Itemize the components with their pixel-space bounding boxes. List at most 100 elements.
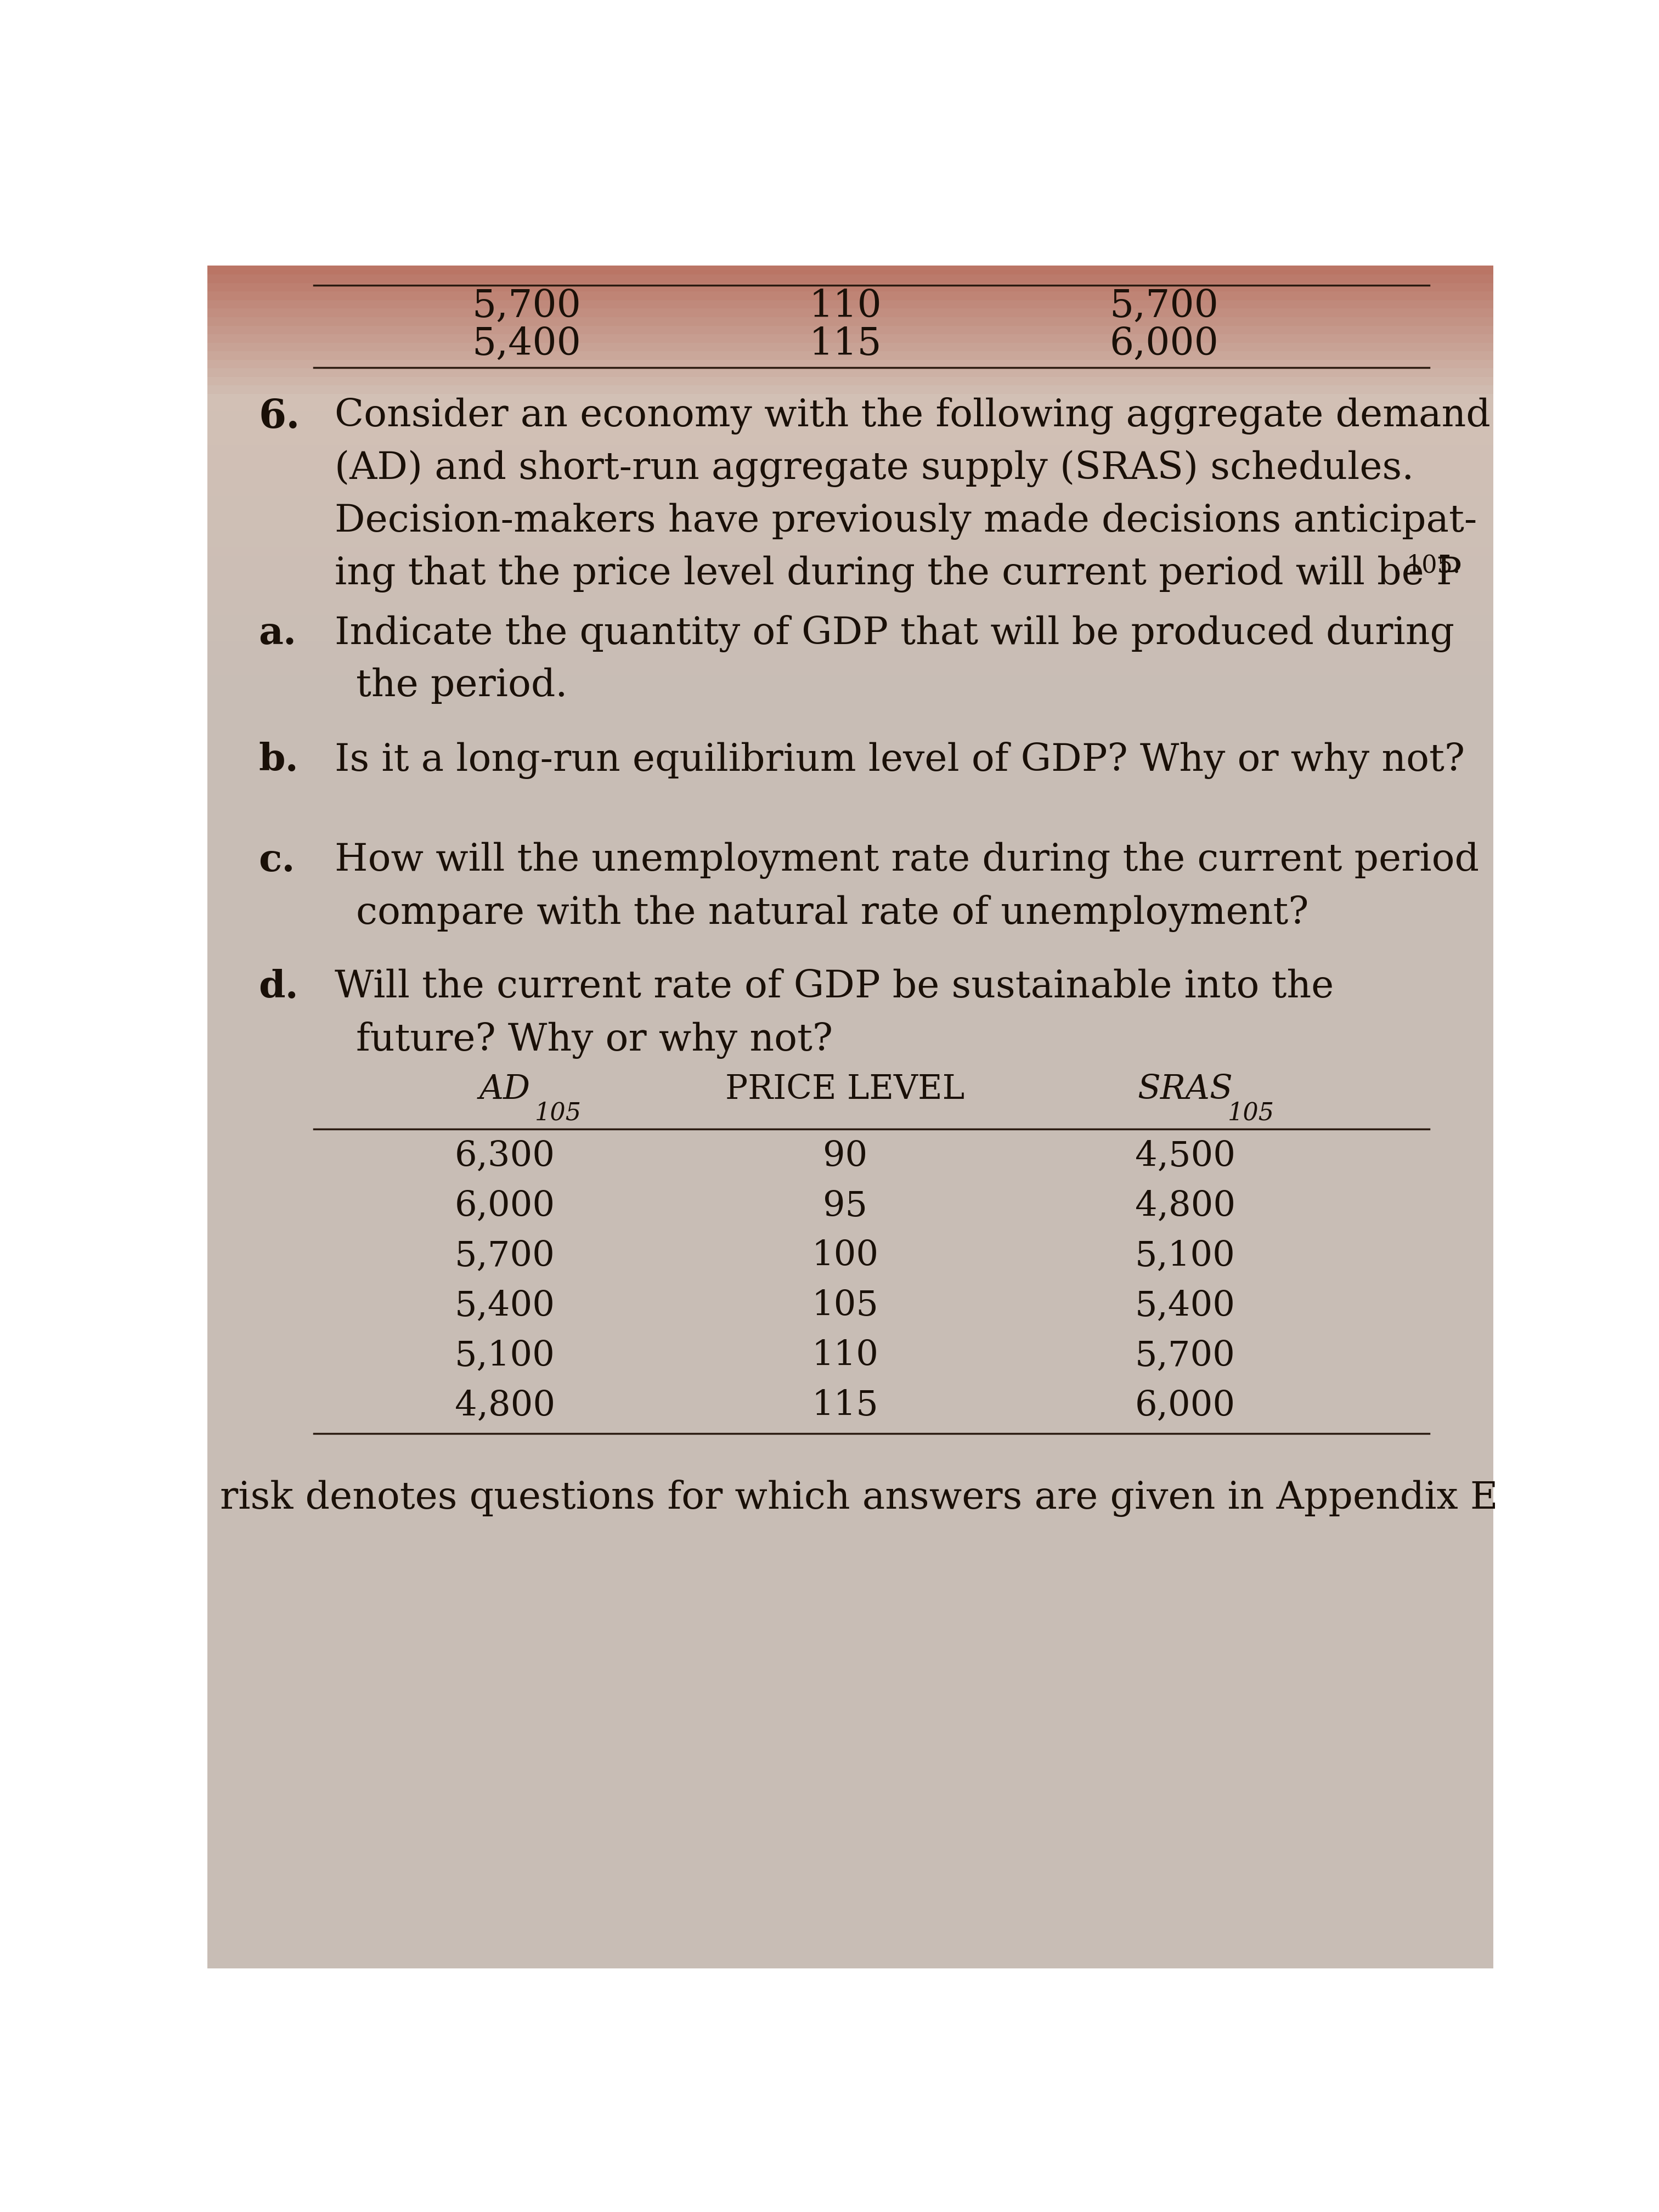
Bar <box>207 1192 1493 1203</box>
Bar <box>207 706 1493 717</box>
Bar <box>207 936 1493 947</box>
Text: risk denotes questions for which answers are given in Appendix E: risk denotes questions for which answers… <box>221 1480 1498 1517</box>
Text: 5,700: 5,700 <box>471 288 581 325</box>
Text: 6,000: 6,000 <box>1135 1389 1236 1422</box>
Bar <box>207 1533 1493 1544</box>
Bar <box>207 1387 1493 1398</box>
Text: Will the current rate of GDP be sustainable into the: Will the current rate of GDP be sustaina… <box>335 969 1334 1004</box>
Bar <box>207 783 1493 794</box>
Bar <box>207 630 1493 639</box>
Bar <box>207 1856 1493 1867</box>
Bar <box>207 1208 1493 1219</box>
Bar <box>207 1234 1493 1245</box>
Bar <box>207 425 1493 436</box>
Bar <box>207 356 1493 367</box>
Bar <box>207 577 1493 588</box>
Bar <box>207 1055 1493 1066</box>
Bar <box>207 502 1493 513</box>
Bar <box>207 774 1493 785</box>
Bar <box>207 655 1493 666</box>
Text: 6,000: 6,000 <box>1110 325 1219 363</box>
Bar <box>207 553 1493 564</box>
Bar <box>207 995 1493 1006</box>
Bar <box>207 1141 1493 1150</box>
Text: 6,000: 6,000 <box>455 1190 556 1223</box>
Text: 95: 95 <box>823 1190 868 1223</box>
Bar <box>207 1422 1493 1431</box>
Bar <box>207 365 1493 376</box>
Bar <box>207 1064 1493 1075</box>
Bar <box>207 1345 1493 1356</box>
Bar <box>207 1933 1493 1942</box>
Bar <box>207 571 1493 580</box>
Bar <box>207 407 1493 418</box>
Bar <box>207 314 1493 325</box>
Bar <box>207 801 1493 810</box>
Text: 4,800: 4,800 <box>455 1389 556 1422</box>
Bar <box>207 1847 1493 1858</box>
Text: 105.: 105. <box>1407 553 1460 577</box>
Text: Indicate the quantity of GDP that will be produced during: Indicate the quantity of GDP that will b… <box>335 615 1455 653</box>
Bar <box>207 1949 1493 1960</box>
Bar <box>207 526 1493 538</box>
Bar <box>207 272 1493 283</box>
Text: b.: b. <box>259 741 299 779</box>
Bar <box>207 535 1493 546</box>
Bar <box>207 511 1493 522</box>
Bar <box>207 825 1493 836</box>
Bar <box>207 690 1493 699</box>
Bar <box>207 1703 1493 1714</box>
Bar <box>207 1770 1493 1781</box>
Text: 5,700: 5,700 <box>1110 288 1219 325</box>
Bar <box>207 1719 1493 1730</box>
Text: AD: AD <box>479 1073 531 1106</box>
Bar <box>207 1405 1493 1416</box>
Bar <box>207 1652 1493 1661</box>
Bar <box>207 595 1493 606</box>
Bar <box>207 604 1493 615</box>
Text: 100: 100 <box>811 1239 879 1272</box>
Bar <box>207 1898 1493 1909</box>
Bar <box>207 1659 1493 1670</box>
Bar <box>207 1327 1493 1338</box>
Bar <box>207 1677 1493 1688</box>
Bar <box>207 1378 1493 1389</box>
Bar <box>207 945 1493 956</box>
Bar <box>207 1259 1493 1270</box>
Bar <box>207 1626 1493 1637</box>
Bar <box>207 1455 1493 1467</box>
Bar <box>207 748 1493 759</box>
Bar <box>207 1413 1493 1425</box>
Bar <box>207 1464 1493 1475</box>
Bar <box>207 1473 1493 1484</box>
Bar <box>207 1796 1493 1807</box>
Bar <box>207 1088 1493 1099</box>
Text: 110: 110 <box>808 288 881 325</box>
Bar <box>207 1838 1493 1849</box>
Bar <box>207 305 1493 316</box>
Text: a.: a. <box>259 615 297 653</box>
Bar <box>207 1371 1493 1380</box>
Bar <box>207 1285 1493 1296</box>
Bar <box>207 1073 1493 1084</box>
Bar <box>207 807 1493 818</box>
Bar <box>207 374 1493 385</box>
Text: 5,700: 5,700 <box>1135 1338 1236 1374</box>
Bar <box>207 1396 1493 1407</box>
Bar <box>207 953 1493 964</box>
Bar <box>207 1763 1493 1772</box>
Bar <box>207 296 1493 307</box>
Bar <box>207 1201 1493 1210</box>
Bar <box>207 1429 1493 1440</box>
Bar <box>207 672 1493 684</box>
Bar <box>207 927 1493 938</box>
Bar <box>207 918 1493 929</box>
Bar <box>207 1482 1493 1491</box>
Bar <box>207 613 1493 624</box>
Bar <box>207 1447 1493 1458</box>
Text: 4,800: 4,800 <box>1135 1190 1236 1223</box>
Bar <box>207 1566 1493 1577</box>
Bar <box>207 562 1493 573</box>
Text: 105: 105 <box>534 1102 581 1126</box>
Bar <box>207 1175 1493 1186</box>
